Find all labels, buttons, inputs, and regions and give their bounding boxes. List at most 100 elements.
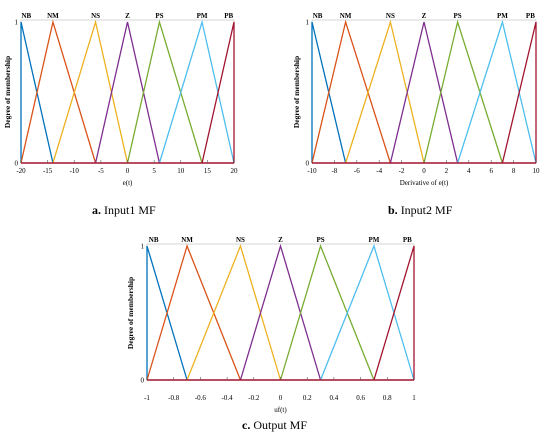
x-tick-label-b-8: 6: [489, 167, 493, 175]
series-line-pm-c: [319, 244, 415, 381]
mf-label-nb-b: NB: [313, 12, 323, 20]
x-tick-label-a-2: -10: [70, 167, 80, 175]
series-line-ps-a: [126, 19, 203, 164]
chart-c-svg: -1 -0.8 -0.6 -0.4 -0.2 0 0.2 0.4 0.6 0.8 1 0 1 NB NM NS…: [126, 236, 416, 414]
caption-a-letter: a.: [92, 203, 101, 217]
mf-label-pb-b: PB: [526, 12, 535, 20]
series-line-nm-a: [20, 19, 97, 164]
chart-a-svg: -20 -15 -10 -5 0 5 10 15 20 0 1NB NM NS Z PS PM PB e(t) De…: [3, 12, 239, 187]
x-tick-label-b-1: -8: [331, 167, 337, 175]
caption-c-letter: c.: [242, 418, 251, 432]
chart-panel-a: -20 -15 -10 -5 0 5 10 15 20 0 1 NB NM NS Z PS PM PB e(t) De…: [0, 0, 250, 200]
x-tick-label-b-4: -2: [399, 167, 405, 175]
series-line-ns-a: [52, 19, 129, 164]
caption-a: a. Input1 MF: [92, 203, 156, 218]
mf-label-nm-c: NM: [181, 236, 193, 244]
series-line-nm-c: [146, 244, 242, 381]
series-line-ps-c: [279, 244, 375, 381]
mf-label-pm-a: PM: [197, 12, 208, 20]
x-tick-label-c-7: 0.4: [330, 394, 339, 402]
mf-label-z-a: Z: [125, 12, 130, 20]
mf-label-z-b: Z: [422, 12, 427, 20]
mf-label-ps-a: PS: [155, 12, 163, 20]
series-line-pb-a: [201, 21, 235, 164]
x-axis-title-a: e(t): [123, 179, 133, 187]
x-tick-label-c-3: -0.4: [222, 394, 234, 402]
mf-label-nm-b: NM: [340, 12, 352, 20]
mf-label-ns-a: NS: [91, 12, 100, 20]
x-tick-label-b-2: -6: [354, 167, 360, 175]
series-line-pb-c: [373, 245, 415, 381]
y-tick-label-b-0: 0: [306, 160, 310, 168]
mf-label-pm-c: PM: [369, 236, 380, 244]
x-tick-label-b-10: 10: [533, 167, 541, 175]
series-line-nb-a: [20, 21, 54, 164]
series-line-pb-b: [501, 21, 537, 164]
x-tick-label-a-6: 10: [177, 167, 185, 175]
x-tick-label-c-1: -0.8: [168, 394, 180, 402]
x-tick-label-c-6: 0.2: [303, 394, 312, 402]
x-tick-label-c-0: -1: [144, 394, 150, 402]
x-tick-label-b-0: -10: [307, 167, 317, 175]
series-line-pm-a: [158, 19, 235, 164]
x-tick-label-b-7: 4: [467, 167, 471, 175]
x-tick-label-a-0: -20: [16, 167, 26, 175]
x-tick-label-a-7: 15: [204, 167, 212, 175]
y-tick-label-c-0: 0: [141, 377, 145, 385]
x-tick-label-c-2: -0.6: [195, 394, 207, 402]
plot-area-a: [20, 19, 235, 164]
mf-label-nb-a: NB: [21, 12, 31, 20]
mf-label-nb-c: NB: [149, 236, 159, 244]
x-tick-label-c-10: 1: [412, 394, 416, 402]
x-tick-label-c-5: 0: [279, 394, 283, 402]
mf-label-pb-a: PB: [224, 12, 233, 20]
x-tick-label-a-3: -5: [98, 167, 104, 175]
x-tick-label-c-9: 0.8: [383, 394, 392, 402]
mf-label-z-c: Z: [278, 236, 283, 244]
y-axis-title-a: Degree of membership: [3, 56, 12, 128]
caption-b-text: Input2 MF: [400, 203, 453, 217]
mf-label-ns-c: NS: [236, 236, 245, 244]
x-tick-label-a-4: 0: [126, 167, 130, 175]
caption-b-letter: b.: [388, 203, 398, 217]
series-line-ns-b: [344, 19, 425, 164]
y-tick-label-a-1: 1: [15, 19, 19, 27]
mf-label-ps-b: PS: [454, 12, 462, 20]
series-line-ns-c: [186, 244, 282, 381]
y-tick-label-a-0: 0: [15, 160, 19, 168]
mf-label-ns-b: NS: [386, 12, 395, 20]
plot-area-b: [311, 19, 537, 164]
series-line-nb-b: [311, 21, 347, 164]
series-line-z-b: [389, 21, 459, 164]
mf-label-ps-c: PS: [316, 236, 324, 244]
caption-a-text: Input1 MF: [104, 203, 156, 217]
chart-b-svg: -10 -8 -6 -4 -2 0 2 4 6 8 10 0 1NB NM NS Z PS PM PB Derivat…: [292, 12, 541, 187]
x-tick-label-c-8: 0.6: [356, 394, 365, 402]
mf-label-pm-b: PM: [497, 12, 508, 20]
plot-area-c: [146, 243, 415, 381]
x-tick-label-c-4: -0.2: [248, 394, 260, 402]
series-line-z-a: [94, 21, 161, 164]
x-axis-title-c: uf(t): [274, 406, 287, 414]
y-axis-title-c: Degree of membership: [126, 277, 135, 349]
x-axis-title-b: Derivative of e(t): [400, 179, 449, 187]
caption-c-text: Output MF: [253, 418, 308, 432]
series-line-nb-c: [146, 245, 188, 381]
x-tick-label-b-9: 8: [512, 167, 516, 175]
series-line-z-c: [239, 243, 322, 381]
x-tick-label-b-6: 2: [445, 167, 449, 175]
caption-b: b. Input2 MF: [388, 203, 452, 218]
caption-c: c. Output MF: [242, 418, 307, 433]
y-axis-title-b: Degree of membership: [292, 56, 301, 128]
y-tick-label-c-1: 1: [141, 243, 145, 251]
series-line-ps-b: [423, 19, 504, 164]
series-line-nm-b: [311, 19, 392, 164]
x-tick-label-a-5: 5: [152, 167, 156, 175]
mf-label-pb-c: PB: [403, 236, 412, 244]
series-line-pm-b: [456, 19, 537, 164]
x-tick-label-a-1: -15: [43, 167, 53, 175]
chart-panel-c: -1 -0.8 -0.6 -0.4 -0.2 0 0.2 0.4 0.6 0.8 1 0 1 NB NM NS…: [120, 226, 430, 421]
y-tick-label-b-1: 1: [306, 19, 310, 27]
x-tick-label-a-8: 20: [231, 167, 239, 175]
x-tick-label-b-5: 0: [422, 167, 426, 175]
